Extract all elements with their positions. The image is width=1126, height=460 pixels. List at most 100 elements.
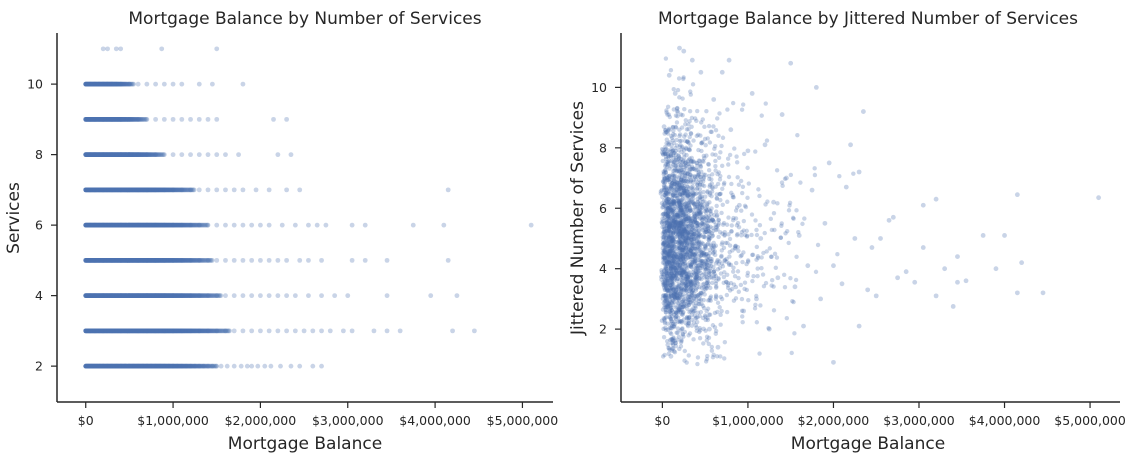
scatter-point bbox=[696, 170, 701, 175]
left-x-tick-label: $0 bbox=[78, 413, 94, 428]
scatter-point bbox=[662, 302, 668, 308]
scatter-point bbox=[327, 328, 333, 334]
scatter-point bbox=[745, 165, 750, 171]
scatter-point bbox=[202, 257, 208, 263]
scatter-point bbox=[663, 293, 668, 298]
scatter-point bbox=[249, 222, 255, 228]
scatter-point bbox=[709, 206, 714, 211]
scatter-point bbox=[207, 363, 213, 369]
scatter-point bbox=[674, 224, 680, 229]
scatter-point bbox=[197, 293, 203, 299]
scatter-point bbox=[774, 255, 780, 260]
scatter-point bbox=[161, 152, 166, 158]
scatter-point bbox=[685, 295, 691, 300]
scatter-point bbox=[718, 271, 724, 276]
scatter-point bbox=[297, 187, 303, 193]
scatter-point bbox=[698, 297, 704, 302]
scatter-point bbox=[792, 331, 797, 336]
scatter-point bbox=[745, 273, 750, 278]
scatter-point bbox=[205, 363, 211, 369]
scatter-point bbox=[206, 363, 212, 369]
scatter-point bbox=[214, 222, 220, 228]
scatter-point bbox=[240, 293, 246, 299]
left-chart-title: Mortgage Balance by Number of Services bbox=[128, 9, 481, 29]
scatter-point bbox=[729, 181, 734, 187]
left-y-tick-label: 4 bbox=[35, 288, 43, 303]
scatter-point bbox=[718, 322, 723, 327]
scatter-point bbox=[689, 240, 694, 246]
scatter-point bbox=[319, 293, 324, 299]
scatter-point bbox=[668, 273, 673, 279]
scatter-point bbox=[683, 118, 689, 123]
scatter-point bbox=[125, 81, 131, 87]
scatter-point bbox=[680, 170, 685, 175]
scatter-point bbox=[754, 227, 759, 233]
scatter-point bbox=[200, 222, 206, 228]
right-y-tick-label: 2 bbox=[599, 322, 607, 337]
scatter-point bbox=[689, 246, 694, 251]
scatter-point bbox=[695, 361, 700, 367]
scatter-point bbox=[688, 172, 693, 177]
scatter-point bbox=[741, 218, 747, 224]
scatter-point bbox=[127, 81, 132, 87]
scatter-point bbox=[942, 266, 948, 272]
scatter-point bbox=[204, 257, 210, 263]
scatter-point bbox=[153, 152, 159, 158]
scatter-point bbox=[187, 257, 192, 263]
scatter-point bbox=[726, 162, 731, 167]
scatter-point bbox=[113, 46, 119, 52]
scatter-point bbox=[191, 222, 196, 228]
scatter-point bbox=[201, 363, 207, 369]
scatter-point bbox=[679, 231, 684, 236]
scatter-point bbox=[135, 116, 141, 122]
right-y-tick-label: 6 bbox=[599, 201, 607, 216]
scatter-point bbox=[214, 116, 220, 122]
scatter-point bbox=[749, 212, 755, 217]
scatter-point bbox=[1014, 192, 1020, 198]
scatter-point bbox=[672, 262, 677, 267]
scatter-point bbox=[660, 250, 666, 256]
scatter-point bbox=[662, 321, 668, 326]
scatter-point bbox=[689, 124, 694, 130]
scatter-point bbox=[210, 328, 216, 334]
scatter-point bbox=[719, 308, 724, 314]
scatter-point bbox=[754, 232, 760, 238]
scatter-point bbox=[191, 187, 196, 193]
scatter-point bbox=[672, 276, 678, 281]
scatter-point bbox=[735, 175, 740, 180]
scatter-point bbox=[676, 199, 682, 204]
scatter-point bbox=[284, 116, 290, 122]
scatter-point bbox=[680, 219, 685, 224]
scatter-point bbox=[205, 363, 210, 369]
scatter-point bbox=[130, 81, 136, 87]
scatter-point bbox=[695, 132, 701, 138]
scatter-point bbox=[671, 302, 676, 308]
scatter-point bbox=[205, 257, 211, 263]
scatter-point bbox=[349, 257, 355, 263]
scatter-point bbox=[218, 363, 224, 369]
scatter-point bbox=[194, 257, 199, 263]
scatter-point bbox=[208, 257, 214, 263]
scatter-point bbox=[319, 257, 324, 263]
scatter-point bbox=[225, 328, 231, 334]
scatter-point bbox=[813, 269, 819, 275]
left-x-axis-label: Mortgage Balance bbox=[228, 434, 382, 454]
scatter-point bbox=[696, 147, 701, 153]
scatter-point bbox=[175, 187, 181, 193]
scatter-point bbox=[680, 304, 685, 310]
scatter-point bbox=[667, 224, 672, 230]
scatter-point bbox=[687, 134, 692, 140]
scatter-point bbox=[708, 242, 713, 247]
scatter-point bbox=[703, 224, 709, 229]
scatter-point bbox=[699, 276, 704, 282]
scatter-point bbox=[681, 256, 686, 262]
scatter-point bbox=[666, 112, 672, 117]
scatter-point bbox=[697, 186, 703, 192]
scatter-point bbox=[100, 46, 106, 52]
scatter-point bbox=[683, 280, 689, 286]
scatter-point bbox=[713, 128, 719, 133]
scatter-point bbox=[687, 175, 693, 180]
scatter-point bbox=[714, 294, 719, 300]
left-y-axis-label: Services bbox=[4, 182, 24, 254]
scatter-point bbox=[161, 116, 167, 122]
